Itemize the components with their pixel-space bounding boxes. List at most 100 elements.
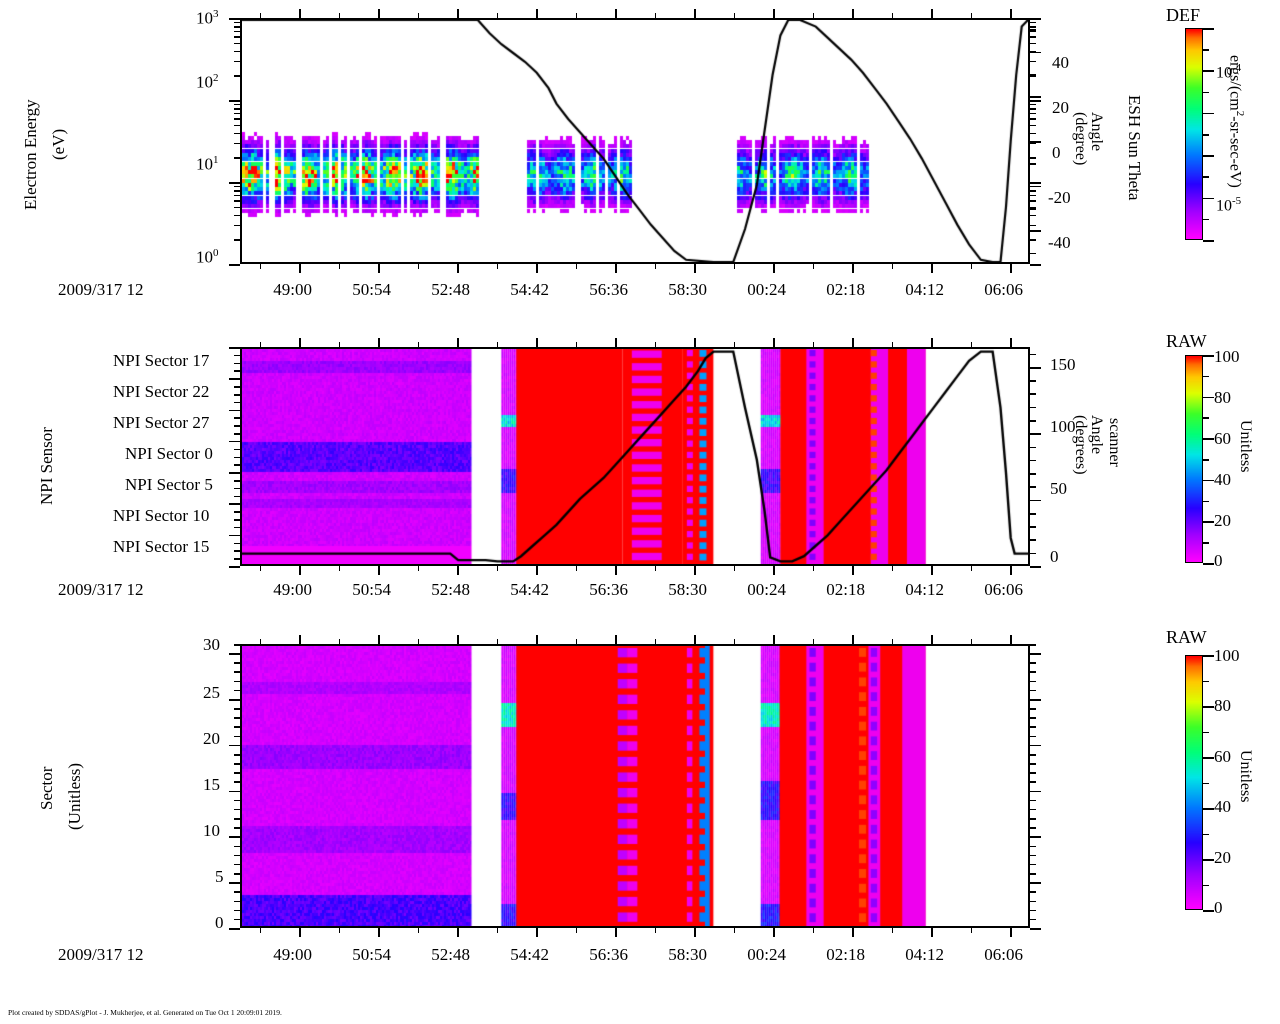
ytick-p3 <box>229 882 240 884</box>
panel1-ylabel-line1: Electron Energy <box>21 99 40 210</box>
xtick <box>299 928 301 937</box>
ytick-p1-right <box>1030 18 1041 20</box>
right-ytick-p1 <box>1030 208 1036 210</box>
xtick <box>852 566 854 575</box>
cbtick-p1 <box>1203 70 1214 72</box>
xtick-top <box>299 9 301 18</box>
panel2-time-start-label: 2009/317 12 <box>58 580 144 599</box>
right-ytick-p1 <box>1030 96 1041 98</box>
xtick <box>259 264 262 269</box>
xtick <box>773 566 775 575</box>
right-ytick-p3 <box>1030 836 1041 838</box>
right-ytick-p2 <box>1030 459 1036 462</box>
xtick <box>457 928 459 937</box>
xtick <box>615 566 617 575</box>
ytick-p1-right <box>1030 103 1036 106</box>
xtick <box>654 566 657 571</box>
panel2-rtick-50: 50 <box>1050 479 1067 498</box>
xtick <box>338 928 341 933</box>
xtick <box>773 264 775 273</box>
panel3-colorbar-gradient <box>1186 656 1202 909</box>
xtick <box>417 264 420 269</box>
xtick-top <box>457 338 459 347</box>
ytick-p1-right <box>1030 214 1036 217</box>
panel1-ytick-10: 101 <box>196 154 219 174</box>
ytick-p3 <box>229 790 240 793</box>
cbtick-p2 <box>1203 438 1214 440</box>
ytick-p2 <box>229 566 240 568</box>
xtick-label: 02:18 <box>826 580 865 599</box>
ytick-p1 <box>229 182 240 184</box>
right-ytick-p2 <box>1030 366 1041 369</box>
xtick-top <box>615 635 617 644</box>
xtick-top <box>852 9 854 18</box>
panel1-ytick-1: 100 <box>196 247 219 267</box>
xtick <box>338 264 341 269</box>
panel2-spectrogram-canvas <box>242 349 1028 564</box>
panel2-raxis-label-line1: Angle <box>1088 415 1105 455</box>
cbtick-p1 <box>1203 218 1209 221</box>
right-ytick-p3 <box>1030 900 1036 903</box>
xtick <box>417 566 420 571</box>
panel2-cbtick-0: 0 <box>1214 551 1223 570</box>
panel2-ytick-6: NPI Sector 15 <box>113 537 210 556</box>
panel3-ytick-30: 30 <box>203 635 220 654</box>
panel2-ytick-4: NPI Sector 5 <box>125 475 213 494</box>
panel3-colorbar <box>1185 655 1203 910</box>
right-ytick-p3 <box>1030 735 1036 738</box>
xtick <box>812 264 815 269</box>
xtick <box>338 566 341 571</box>
xtick-label: 49:00 <box>273 945 312 964</box>
right-ytick-p1 <box>1030 185 1041 188</box>
xtick-label: 00:24 <box>747 280 786 299</box>
panel1-spectrogram-canvas <box>242 20 1028 262</box>
right-ytick-p3 <box>1030 763 1036 765</box>
cbtick-p2 <box>1203 459 1209 461</box>
footer-credit: Plot created by SDDAS/gPlot - J. Mukherj… <box>8 1008 282 1017</box>
cbtick-p3 <box>1203 782 1209 785</box>
xtick <box>852 264 854 273</box>
right-ytick-p2 <box>1030 473 1036 475</box>
panel2-raxis-title: scanner <box>1106 418 1123 467</box>
right-ytick-p2 <box>1030 539 1036 542</box>
ytick-p1-right <box>1030 142 1036 145</box>
ytick-p1-right <box>1030 194 1036 197</box>
right-ytick-p2 <box>1030 512 1036 515</box>
right-ytick-p2 <box>1030 420 1036 422</box>
ytick-p1-right <box>1030 206 1036 209</box>
cbtick-p2 <box>1203 355 1214 357</box>
xtick-label: 06:06 <box>984 945 1023 964</box>
panel3-colorbar-title: RAW <box>1166 627 1207 647</box>
xtick <box>733 566 736 571</box>
ytick-p2 <box>229 409 240 412</box>
xtick <box>378 566 380 575</box>
xtick <box>694 928 696 937</box>
xtick-label: 56:36 <box>589 580 628 599</box>
xtick-top <box>694 635 696 644</box>
panel2-cbtick-100: 100 <box>1214 347 1240 366</box>
xtick-top <box>773 338 775 347</box>
xtick-label: 04:12 <box>905 945 944 964</box>
xtick-label: 04:12 <box>905 280 944 299</box>
right-ytick-p3 <box>1030 873 1036 875</box>
xtick <box>733 264 736 269</box>
xtick-label: 56:36 <box>589 280 628 299</box>
panel3-cbtick-20: 20 <box>1214 848 1231 867</box>
xtick <box>615 928 617 937</box>
cbtick-p1 <box>1203 155 1214 157</box>
right-ytick-p3 <box>1030 790 1041 793</box>
cbtick-p3 <box>1203 833 1209 836</box>
panel3-ylabel-line2: (Unitless) <box>65 762 84 830</box>
xtick-label: 04:12 <box>905 580 944 599</box>
xtick <box>812 566 815 571</box>
xtick-label: 54:42 <box>510 280 549 299</box>
xtick-label: 02:18 <box>826 280 865 299</box>
xtick <box>970 264 973 269</box>
right-ytick-p2 <box>1030 486 1036 488</box>
xtick-label: 58:30 <box>668 280 707 299</box>
right-ytick-p2 <box>1030 526 1036 528</box>
xtick-label: 49:00 <box>273 580 312 599</box>
right-ytick-p3 <box>1030 882 1041 884</box>
ytick-p3 <box>229 698 240 701</box>
cbtick-p2 <box>1203 396 1214 399</box>
